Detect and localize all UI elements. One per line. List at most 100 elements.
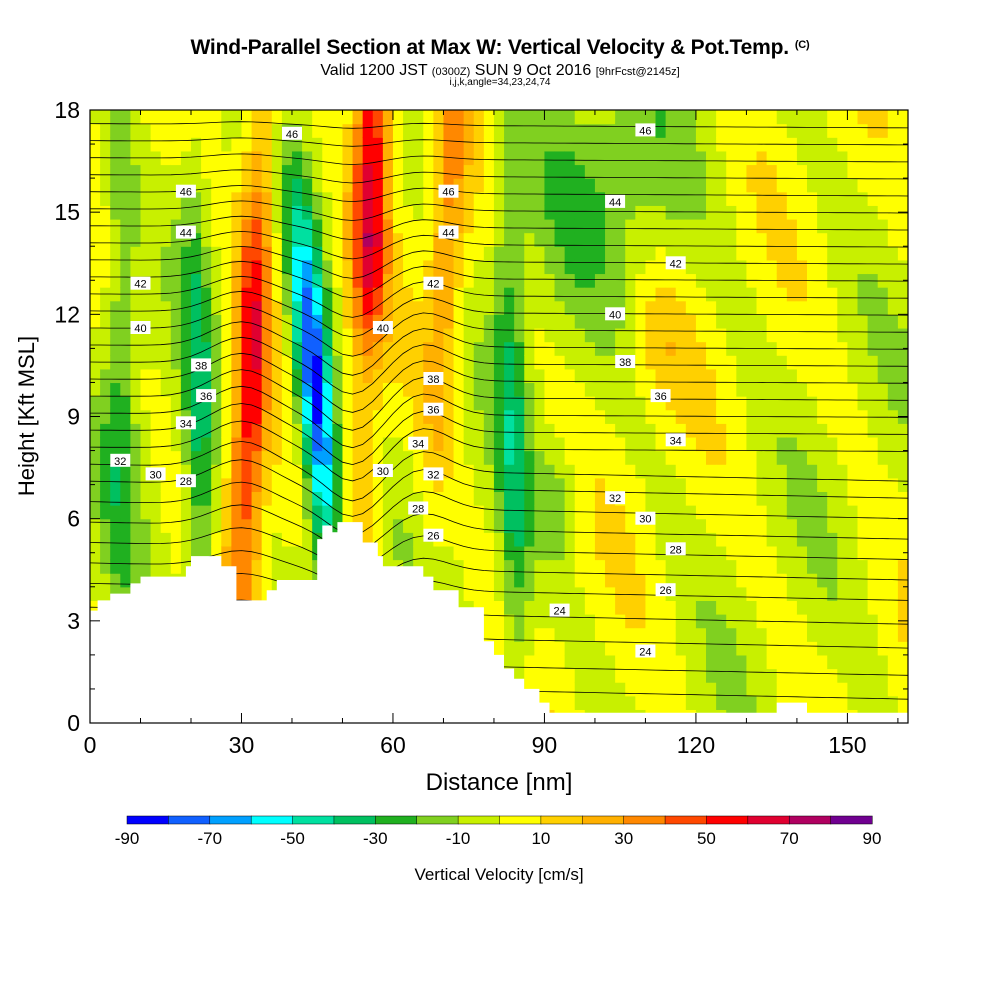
velocity-cell (403, 110, 414, 125)
velocity-cell (766, 123, 778, 138)
velocity-cell (665, 273, 677, 288)
velocity-cell (241, 191, 253, 206)
velocity-cell (352, 259, 364, 275)
velocity-cell (251, 505, 263, 520)
velocity-cell (847, 614, 859, 629)
velocity-cell (534, 464, 546, 479)
velocity-cell (635, 436, 647, 452)
velocity-cell (645, 668, 657, 683)
velocity-cell (746, 518, 758, 533)
velocity-cell (695, 505, 707, 520)
velocity-cell (514, 654, 525, 670)
velocity-cell (746, 436, 758, 452)
velocity-cell (362, 368, 374, 384)
velocity-cell (524, 600, 535, 615)
velocity-cell (453, 327, 465, 343)
velocity-cell (786, 654, 798, 670)
velocity-cell (413, 477, 424, 493)
velocity-cell (706, 232, 717, 247)
velocity-cell (473, 586, 485, 601)
velocity-cell (776, 368, 788, 384)
velocity-cell (605, 259, 616, 275)
velocity-cell (271, 532, 283, 547)
velocity-cell (796, 287, 808, 302)
velocity-cell (433, 232, 445, 247)
velocity-cell (645, 409, 657, 424)
velocity-cell (221, 368, 232, 384)
velocity-cell (544, 627, 556, 642)
velocity-cell (160, 191, 172, 206)
velocity-cell (564, 654, 576, 670)
velocity-cell (453, 477, 465, 493)
velocity-cell (645, 436, 657, 452)
velocity-cell (665, 232, 677, 247)
velocity-cell (827, 191, 838, 206)
velocity-cell (392, 123, 404, 138)
colorbar-tick-label: -70 (198, 829, 223, 848)
velocity-cell (463, 355, 475, 370)
velocity-cell (847, 314, 859, 329)
velocity-cell (100, 436, 111, 452)
velocity-cell (847, 464, 859, 479)
velocity-cell (897, 191, 908, 206)
contour-label: 34 (175, 416, 196, 430)
velocity-cell (332, 396, 344, 411)
velocity-cell (291, 178, 303, 193)
velocity-cell (645, 327, 657, 343)
velocity-cell (615, 668, 626, 683)
velocity-cell (140, 205, 152, 220)
velocity-cell (493, 436, 505, 452)
velocity-cell (352, 178, 364, 193)
contour-label: 44 (175, 225, 196, 240)
velocity-cell (241, 259, 253, 275)
velocity-cell (776, 641, 788, 656)
velocity-cell (332, 246, 344, 261)
velocity-cell (100, 178, 111, 193)
velocity-cell (493, 423, 505, 438)
velocity-cell (746, 668, 758, 683)
velocity-cell (463, 123, 475, 138)
velocity-cell (190, 368, 202, 384)
velocity-cell (807, 695, 818, 710)
velocity-cell (716, 341, 727, 356)
contour-label-box (408, 436, 429, 450)
velocity-cell (291, 532, 303, 547)
velocity-cell (90, 396, 101, 411)
velocity-cell (807, 559, 818, 574)
velocity-cell (594, 178, 606, 193)
velocity-cell (756, 355, 768, 370)
velocity-cell (312, 123, 323, 138)
velocity-cell (413, 191, 424, 206)
velocity-cell (211, 137, 222, 152)
y-tick-label: 15 (54, 199, 80, 225)
isentrope (90, 440, 908, 502)
velocity-cell (120, 505, 131, 520)
velocity-cell (554, 532, 566, 547)
velocity-cell (130, 368, 142, 384)
velocity-cell (574, 382, 586, 397)
velocity-cell (827, 477, 838, 493)
velocity-cell (170, 246, 182, 261)
velocity-cell (423, 150, 434, 166)
velocity-cell (281, 545, 293, 561)
y-tick-label: 0 (67, 710, 80, 736)
velocity-cell (90, 191, 101, 206)
velocity-cell (605, 682, 616, 697)
velocity-cell (635, 695, 647, 710)
velocity-cell (766, 654, 778, 670)
velocity-cell (221, 123, 232, 138)
velocity-cell (150, 423, 162, 438)
velocity-cell (170, 110, 182, 125)
velocity-cell (847, 382, 859, 397)
velocity-cell (635, 423, 647, 438)
velocity-cell (736, 368, 748, 384)
velocity-cell (615, 287, 626, 302)
velocity-cell (605, 477, 616, 493)
velocity-cell (716, 600, 727, 615)
velocity-cell (766, 300, 778, 315)
velocity-cell (231, 409, 243, 424)
velocity-cell (190, 232, 202, 247)
colorbar-swatch (747, 815, 790, 825)
velocity-cell (625, 654, 636, 670)
velocity-cell (645, 396, 657, 411)
